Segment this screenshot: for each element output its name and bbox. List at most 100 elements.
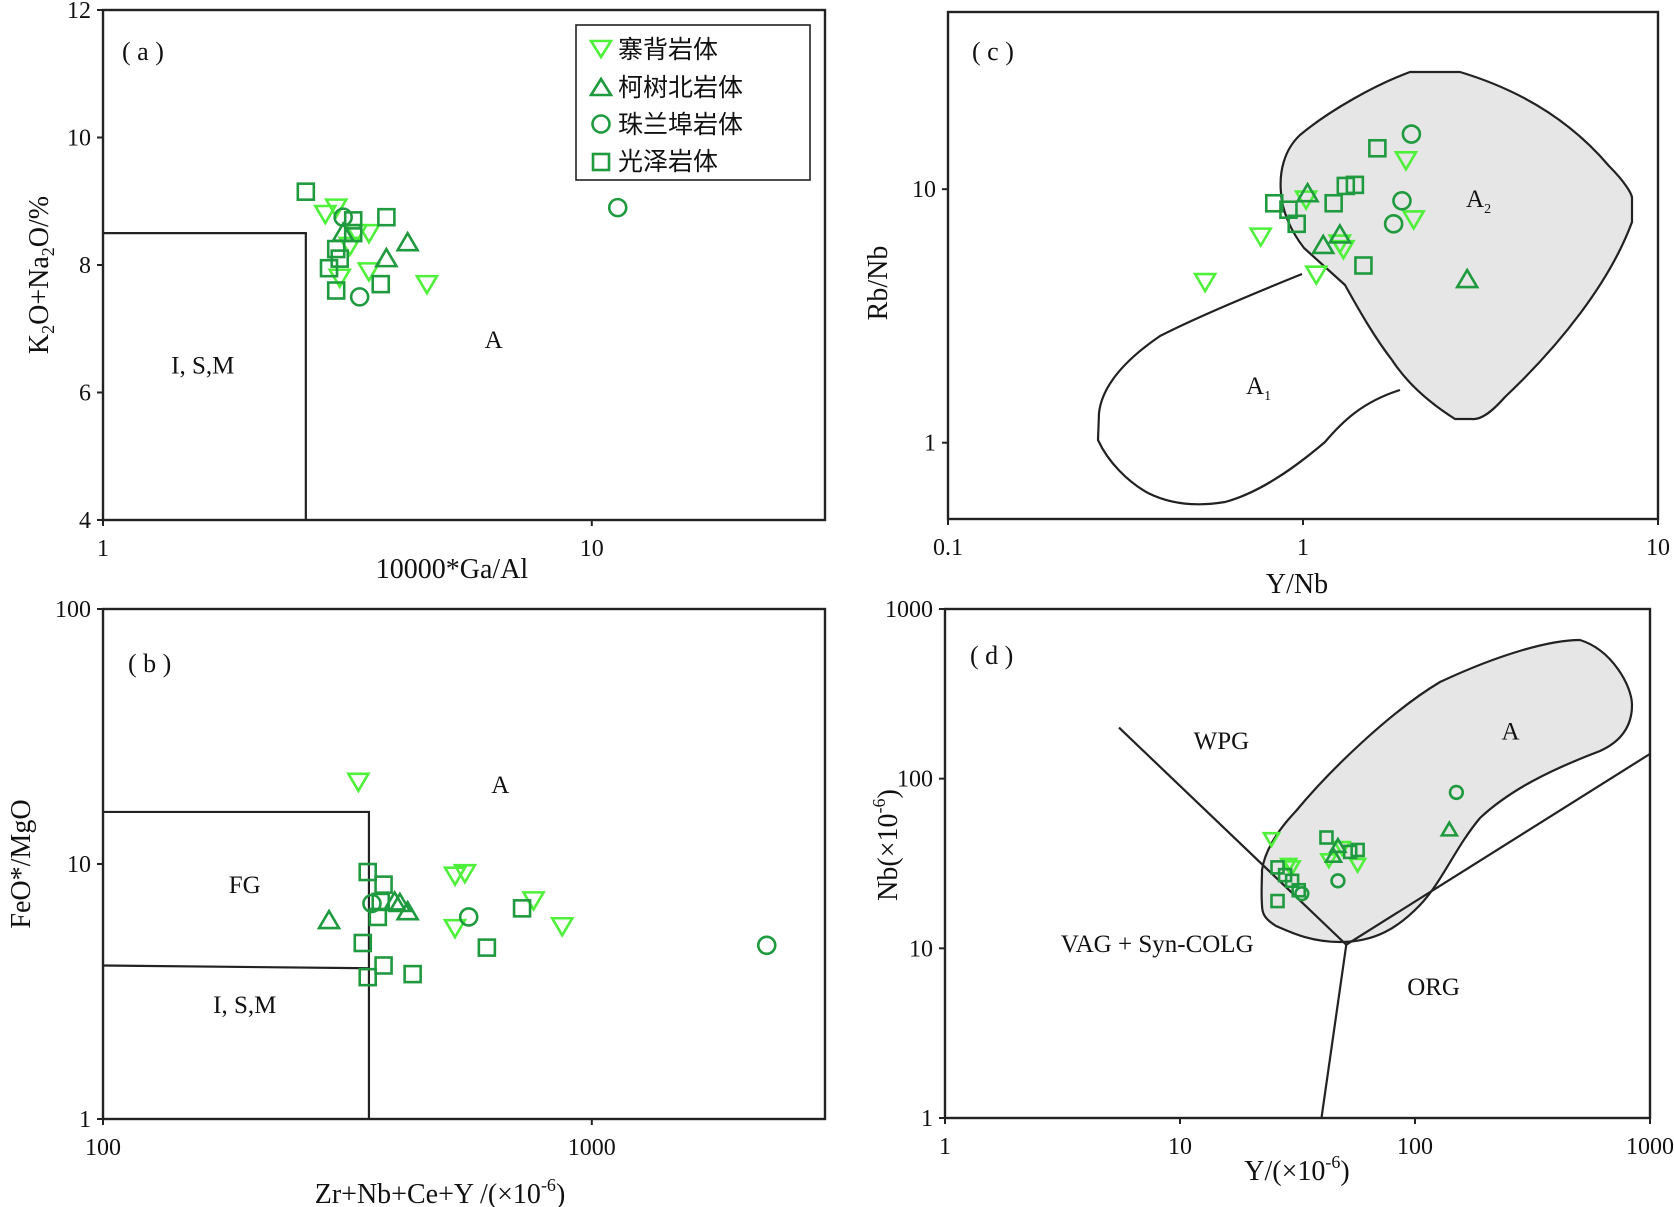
panel-d-ytick-label: 10	[909, 936, 933, 962]
panel-d-point-keshubei	[1439, 820, 1460, 837]
panel-d-point-saibei	[1347, 857, 1368, 875]
legend-label-guangze: 光泽岩体	[618, 147, 718, 176]
panel-c-point-saibei	[1393, 151, 1419, 172]
panel-c-point-keshubei	[1310, 233, 1336, 255]
panel-a-point-saibei	[327, 268, 352, 290]
panel-c-point-guangze	[1264, 193, 1284, 213]
panel-a-point-guangze	[330, 249, 350, 268]
panel-d-xtick-label: 1	[939, 1134, 951, 1160]
panel-c-point-guangze	[1345, 175, 1365, 195]
panel-b-point-guangze	[358, 862, 378, 882]
panel-c-point-guangze	[1368, 138, 1387, 158]
panel-d-ylabel: Nb(×10-6)	[869, 789, 904, 901]
legend-item-zhulanbu: 珠兰埠岩体	[591, 110, 743, 139]
panel-d-point-guangze	[1291, 882, 1307, 898]
legend: 寨背岩体 柯树北岩体 珠兰埠岩体 光泽岩体	[575, 24, 811, 181]
panel-b: ( b ) 100 1000 1 10 100 FG I, S,M A Zr+Nb+Ce+Y…	[6, 597, 827, 1207]
panel-a-point-guangze	[319, 258, 339, 278]
panel-c-ytick-label: 1	[924, 431, 936, 457]
panel-a-point-guangze	[343, 223, 363, 243]
panel-a-point-guangze	[371, 274, 391, 294]
panel-d-point-zhulanbu	[1330, 873, 1346, 889]
panel-b-point-guangze	[353, 933, 373, 953]
panel-b-label: ( b )	[128, 649, 171, 678]
panel-d-xtick-label: 10	[1168, 1134, 1192, 1160]
region-a1: A1	[1246, 373, 1271, 404]
panel-c-point-guangze	[1324, 193, 1343, 213]
panel-b-region-label: A	[491, 772, 509, 799]
panel-b-xtick-label: 100	[85, 1135, 121, 1161]
legend-box	[575, 24, 811, 181]
panel-d-xtick-label: 100	[1397, 1134, 1433, 1160]
panel-c-point-zhulanbu	[1392, 190, 1412, 211]
panel-a-point-guangze	[343, 211, 363, 230]
panel-b-xlabel: Zr+Nb+Ce+Y /(×10-6)	[315, 1175, 566, 1207]
legend-marker-keshubei	[588, 76, 614, 97]
panel-c-label: ( c )	[972, 37, 1014, 66]
panel-b-point-saibei	[452, 863, 478, 885]
legend-item-saibei: 寨背岩体	[588, 35, 718, 64]
panel-d-region-label: WPG	[1194, 728, 1250, 755]
panel-d-point-zhulanbu	[1448, 784, 1465, 801]
panel-b-point-guangze	[403, 964, 422, 984]
legend-marker-zhulanbu	[591, 114, 611, 134]
panel-a-point-saibei	[356, 262, 382, 283]
panel-d-xlabel: Y/(×10-6)	[1244, 1152, 1349, 1187]
panel-b-point-saibei	[442, 918, 468, 940]
panel-c-fields	[1096, 70, 1634, 506]
panel-c-point-saibei	[1192, 272, 1218, 294]
panel-d-point-guangze	[1319, 830, 1334, 845]
panel-d-frame	[943, 607, 1652, 1120]
panel-a-point-guangze	[296, 182, 316, 201]
panel-b-region-label: I, S,M	[213, 992, 276, 1019]
panel-a-point-guangze	[377, 207, 396, 227]
panel-d-point-guangze	[1342, 844, 1358, 860]
panel-b-point-guangze	[374, 875, 393, 894]
panel-a-point-guangze	[326, 281, 346, 300]
panel-c-point-keshubei	[1295, 181, 1320, 203]
panel-b-xtick-label: 1000	[568, 1135, 616, 1161]
panel-d-ytick-label: 1000	[885, 597, 933, 623]
panel-b-point-guangze	[368, 907, 388, 927]
legend-marker-guangze	[591, 152, 611, 172]
panel-a-label: ( a )	[122, 37, 164, 66]
panel-b-point-zhulanbu	[756, 935, 777, 956]
panel-a-ytick-label: 12	[67, 0, 91, 24]
field-a2	[1279, 70, 1634, 421]
panel-a-ytick-label: 6	[79, 381, 91, 407]
panel-c-xtick-label: 0.1	[933, 535, 963, 561]
panel-a-point-keshubei	[395, 230, 420, 252]
panel-a-ylabel: K2O+Na2O/%	[24, 196, 58, 354]
panel-d-point-keshubei	[1323, 846, 1344, 863]
panel-b-boundary	[102, 964, 369, 970]
panel-a-ytick-label: 4	[79, 508, 91, 534]
panel-c-xlabel: Y/Nb	[1266, 569, 1328, 600]
field-a1	[1096, 272, 1401, 506]
panel-a-point-zhulanbu	[607, 197, 628, 218]
panel-d-point-guangze	[1350, 842, 1365, 858]
panel-a-ytick-label: 10	[67, 126, 91, 152]
panel-b-point-guangze	[374, 956, 393, 975]
panel-a-ytick-label: 8	[79, 253, 91, 279]
panel-d: ( d ) 1 10 100 1000 1 10 100 1000 WPG VAG + Syn-…	[869, 597, 1674, 1187]
panel-a-point-guangze	[326, 239, 346, 259]
panel-a-xlabel: 10000*Ga/Al	[376, 554, 529, 585]
panel-d-label: ( d )	[970, 641, 1013, 670]
panel-c-point-zhulanbu	[1401, 124, 1422, 144]
panel-c-point-guangze	[1287, 214, 1307, 234]
panel-a-boundary	[103, 232, 307, 520]
panel-a: ( a ) 1 10 4 6 8 10 12 I, S,M A 10000*Ga/Al K2O…	[24, 0, 827, 585]
panel-b-ytick-label: 10	[67, 852, 91, 878]
panel-c-point-zhulanbu	[1383, 214, 1404, 234]
panel-c-point-saibei	[1401, 210, 1426, 231]
panel-b-point-zhulanbu	[458, 907, 479, 927]
panel-d-ytick-label: 1	[921, 1106, 933, 1132]
panel-d-point-guangze	[1270, 860, 1285, 875]
panel-c-point-keshubei	[1327, 222, 1353, 244]
panel-c-ylabel: Rb/Nb	[863, 246, 894, 321]
legend-label-zhulanbu: 珠兰埠岩体	[618, 110, 743, 139]
panel-b-point-keshubei	[316, 908, 342, 930]
panel-b-point-saibei	[346, 772, 371, 794]
panel-a-region-label: I, S,M	[171, 352, 234, 379]
